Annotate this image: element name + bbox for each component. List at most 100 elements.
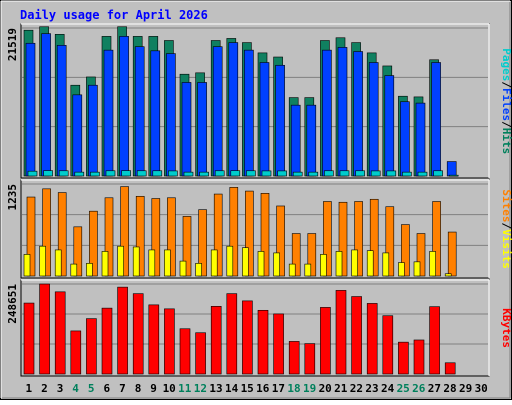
bar-pages-day-4 [74, 171, 85, 177]
bar-visits-day-20 [323, 201, 332, 277]
bar-pages-day-22 [355, 170, 365, 177]
bar-visits-day-5 [89, 210, 98, 277]
bar-files-day-16 [259, 62, 270, 177]
panel-kbytes-y-max-label: 248651 [6, 284, 19, 324]
bar-sites-day-14 [226, 245, 234, 277]
bar-pages-day-15 [246, 170, 256, 177]
legend-separator: / [500, 121, 512, 128]
bar-files-day-9 [150, 50, 161, 177]
bar-kbytes-day-22 [351, 296, 362, 375]
bar-pages-day-17 [277, 170, 287, 177]
bar-visits-day-11 [182, 216, 192, 277]
bar-files-day-14 [228, 42, 239, 177]
bar-files-day-5 [88, 84, 98, 177]
bar-files-day-22 [353, 51, 363, 177]
bar-kbytes-day-15 [242, 300, 253, 375]
bar-kbytes-day-26 [413, 339, 425, 375]
x-tick-label-day-12: 12 [194, 382, 207, 395]
bar-pages-day-2 [43, 170, 53, 177]
bar-files-day-10 [166, 53, 176, 177]
bar-pages-day-1 [27, 170, 38, 177]
bar-pages-day-24 [386, 170, 397, 177]
bar-sites-day-2 [39, 245, 46, 277]
x-tick-label-day-11: 11 [178, 382, 192, 395]
panel-visits-legend: Sites/Visits [500, 189, 512, 269]
x-tick-label-day-29: 29 [459, 382, 472, 395]
bar-sites-day-8 [132, 246, 140, 277]
panel-visits: 1235 Sites/Visits [6, 179, 512, 279]
panel-hits-y-max-label: 21519 [6, 28, 19, 61]
x-tick-label-day-1: 1 [25, 382, 32, 395]
bar-sites-day-16 [257, 251, 265, 277]
bar-visits-day-9 [151, 198, 161, 277]
bar-sites-day-4 [70, 263, 78, 277]
bar-visits-day-26 [416, 233, 426, 277]
bar-files-day-19 [306, 104, 317, 177]
panel-hits-legend: Pages/Files/Hits [500, 48, 512, 154]
legend-kbytes: KBytes [500, 308, 512, 348]
bar-visits-day-4 [73, 226, 83, 277]
x-tick-label-day-30: 30 [475, 382, 488, 395]
bar-kbytes-day-16 [257, 309, 269, 375]
bar-visits-day-14 [229, 187, 239, 277]
x-tick-label-day-23: 23 [365, 382, 378, 395]
x-tick-label-day-28: 28 [443, 382, 456, 395]
bar-kbytes-day-12 [195, 332, 206, 375]
x-tick-label-day-9: 9 [150, 382, 157, 395]
bar-visits-day-25 [401, 224, 410, 277]
x-tick-label-day-6: 6 [103, 382, 110, 395]
bar-kbytes-day-20 [320, 307, 331, 375]
bar-visits-day-7 [120, 186, 129, 277]
x-axis-tick-labels: 1 2 3 4 5 6 7 8 9 10 11 12 13 14 15 16 17 18 19 20 21 22 23 24 2… [25, 382, 487, 395]
bar-pages-day-3 [58, 170, 69, 177]
panel-kbytes: 248651 KBytes [6, 279, 512, 377]
x-tick-label-day-15: 15 [241, 382, 254, 395]
bar-files-day-1 [25, 42, 36, 177]
x-tick-label-day-22: 22 [350, 382, 363, 395]
x-tick-label-day-21: 21 [334, 382, 348, 395]
x-tick-label-day-24: 24 [381, 382, 395, 395]
bar-pages-day-12 [199, 171, 209, 177]
bar-sites-day-28 [444, 273, 452, 277]
panel-kbytes-legend: KBytes [500, 308, 512, 348]
bar-files-day-13 [212, 46, 223, 177]
bar-sites-day-21 [335, 251, 343, 277]
bar-visits-day-27 [432, 201, 441, 277]
bar-kbytes-day-13 [210, 306, 222, 375]
bar-files-day-18 [290, 104, 301, 177]
bar-files-day-15 [244, 49, 254, 177]
bar-files-day-28 [446, 161, 457, 177]
x-tick-label-day-19: 19 [303, 382, 316, 395]
bar-files-day-17 [275, 64, 285, 177]
bar-files-day-2 [41, 33, 51, 177]
bar-pages-day-27 [433, 170, 443, 177]
bar-kbytes-day-8 [132, 293, 144, 375]
bar-sites-day-9 [148, 249, 156, 277]
bar-sites-day-19 [304, 263, 312, 277]
bar-sites-day-18 [288, 263, 296, 277]
bar-sites-day-6 [101, 251, 109, 277]
bar-pages-day-11 [183, 171, 194, 177]
bar-files-day-3 [56, 45, 67, 177]
x-tick-label-day-26: 26 [412, 382, 426, 395]
bar-visits-day-15 [245, 190, 254, 277]
bar-kbytes-day-10 [164, 308, 175, 375]
bar-kbytes-day-21 [335, 290, 347, 375]
bar-kbytes-day-27 [429, 306, 440, 375]
bar-pages-day-7 [121, 170, 131, 177]
bar-sites-day-17 [273, 252, 280, 277]
bar-files-day-4 [72, 94, 83, 177]
bar-files-day-27 [431, 62, 441, 177]
bar-pages-day-9 [152, 170, 163, 177]
x-tick-label-day-27: 27 [428, 382, 441, 395]
bar-files-day-21 [337, 47, 348, 177]
bar-kbytes-day-6 [101, 307, 113, 375]
bar-files-day-24 [384, 75, 395, 177]
bar-files-day-26 [415, 102, 426, 177]
bar-sites-day-25 [398, 262, 405, 277]
bar-files-day-8 [134, 46, 145, 177]
bar-pages-day-26 [417, 171, 428, 177]
bar-sites-day-12 [195, 263, 202, 277]
legend-pages: Pages [500, 48, 512, 81]
